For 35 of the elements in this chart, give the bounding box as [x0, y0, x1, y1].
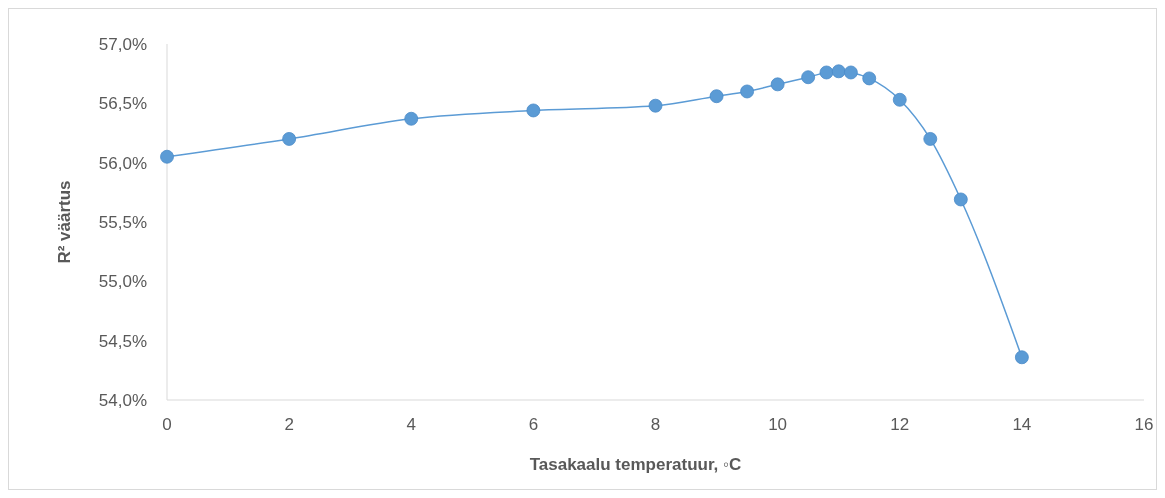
- point: [526, 103, 541, 118]
- point: [160, 149, 174, 164]
- x-tick-label: 14: [1012, 415, 1032, 434]
- y-tick-label: 56,0%: [98, 153, 147, 173]
- point: [282, 132, 297, 146]
- point: [709, 89, 724, 104]
- y-tick-label: 56,5%: [98, 94, 147, 114]
- x-tick-label: 4: [406, 415, 416, 434]
- point: [923, 132, 938, 146]
- y-tick-label: 57,0%: [98, 34, 147, 54]
- point: [404, 111, 419, 126]
- point: [862, 71, 877, 86]
- x-tick-label: 16: [1134, 415, 1154, 434]
- point: [819, 65, 834, 80]
- x-tick-label: 2: [284, 415, 294, 434]
- y-tick-label: 55,5%: [98, 212, 147, 232]
- x-tick-label: 0: [162, 415, 172, 434]
- point: [1014, 350, 1029, 365]
- point: [892, 92, 907, 107]
- point: [770, 77, 785, 92]
- x-tick-label: 10: [768, 415, 788, 434]
- y-axis-title: R² väärtus: [55, 180, 74, 264]
- y-tick-label: 54,5%: [98, 331, 147, 351]
- point: [953, 192, 968, 207]
- x-tick-label: 6: [528, 415, 539, 434]
- x-tick-label: 8: [650, 415, 661, 434]
- point: [740, 84, 754, 99]
- y-tick-label: 55,0%: [98, 272, 147, 292]
- point: [801, 70, 816, 85]
- x-tick-label: 12: [890, 415, 910, 434]
- x-axis-title: Tasakaalu temperatuur, ◦C: [529, 455, 742, 474]
- point: [648, 98, 663, 113]
- point: [844, 65, 858, 80]
- point: [831, 64, 846, 79]
- y-tick-label: 54,0%: [98, 390, 147, 410]
